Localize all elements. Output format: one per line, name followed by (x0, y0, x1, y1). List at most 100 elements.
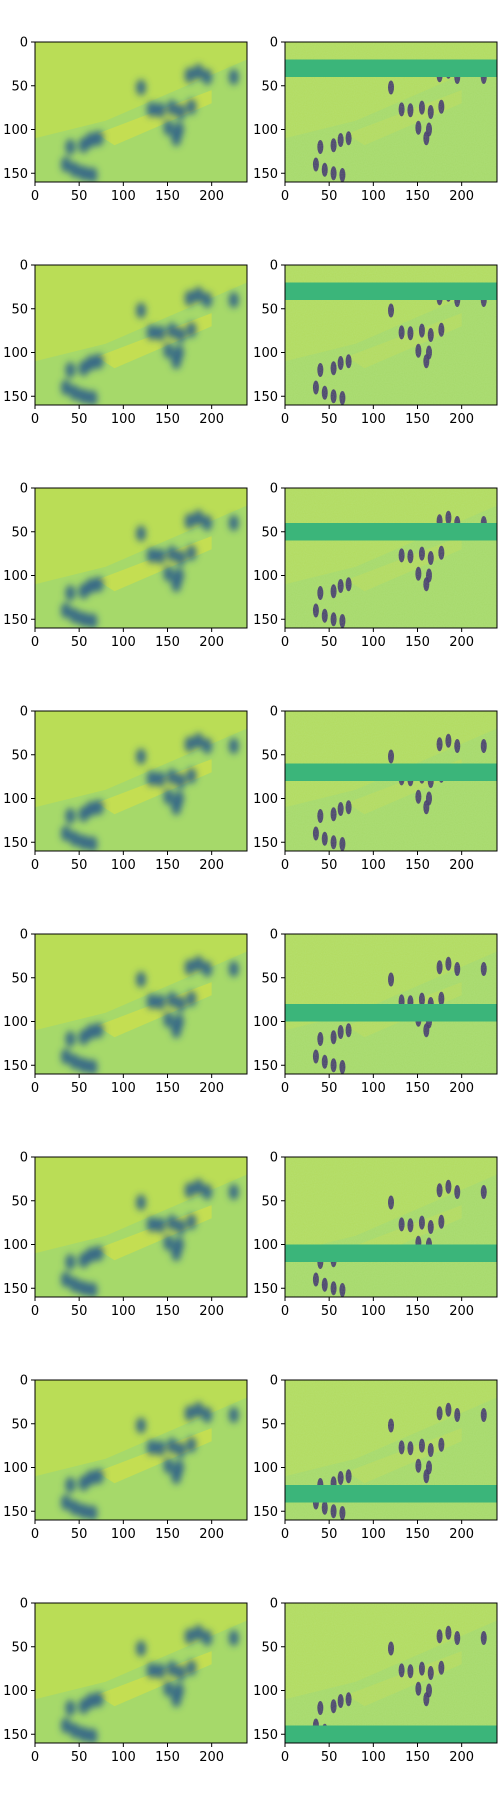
x-tick-label: 50 (71, 858, 88, 873)
heatmap-figure (228, 1630, 239, 1646)
heatmap-figure (65, 139, 76, 155)
axes-frame (284, 264, 498, 406)
heatmap-figure (171, 353, 182, 370)
heatmap-figures (60, 286, 239, 405)
heatmap-figure (65, 362, 76, 378)
axes-frame (34, 710, 248, 852)
x-tick-label: 100 (111, 1304, 136, 1319)
heatmap-figure (166, 768, 177, 785)
heatmap-figure (78, 165, 89, 182)
x-tick-label: 100 (361, 1750, 386, 1765)
x-tick-label: 100 (361, 189, 386, 204)
x-tick-label: 100 (361, 1527, 386, 1542)
heatmap-figure (93, 1691, 104, 1708)
heatmap-figure (171, 130, 182, 147)
panel-r7-c2: 0 50 100 150 200 0 50 100 150 (253, 1374, 498, 1542)
heatmap-figure (163, 788, 174, 805)
y-tick-label: 150 (253, 1505, 278, 1520)
y-tick-label: 0 (20, 928, 28, 943)
y-tick-label: 100 (253, 792, 278, 807)
x-tick-label: 0 (281, 1081, 289, 1096)
heatmap-figure (69, 1499, 80, 1516)
heatmap-image (35, 488, 247, 628)
heatmap-figure (87, 1059, 98, 1074)
y-tick-label: 50 (11, 525, 28, 540)
x-tick-label: 50 (71, 412, 88, 427)
heatmap-figure (184, 959, 195, 976)
y-tick-label: 100 (3, 569, 28, 584)
mask-band (285, 1244, 497, 1262)
y-tick-label: 100 (3, 123, 28, 138)
y-tick-label: 0 (20, 1597, 28, 1612)
y-tick-label: 150 (253, 390, 278, 405)
heatmap-figure (186, 990, 197, 1007)
y-tick-label: 100 (3, 1461, 28, 1476)
x-tick-label: 200 (449, 1304, 474, 1319)
heatmap-image (285, 711, 497, 851)
heatmap-figure (87, 613, 98, 628)
x-tick-label: 150 (405, 412, 430, 427)
x-tick-label: 150 (155, 858, 180, 873)
mask-band (285, 282, 497, 300)
y-tick-label: 50 (261, 302, 278, 317)
heatmap-image (35, 1157, 247, 1297)
heatmap-figure (186, 1659, 197, 1676)
heatmap-figure (163, 119, 174, 136)
heatmap-ridge (96, 1651, 212, 1707)
heatmap-figure (163, 342, 174, 359)
heatmap-figure (202, 738, 213, 754)
heatmap-figure (155, 994, 166, 1011)
panel-r2-c1: 0 50 100 150 200 0 50 100 150 (3, 259, 248, 427)
heatmap-figure (87, 836, 98, 851)
heatmap-figure (193, 955, 204, 972)
x-tick-label: 0 (281, 635, 289, 650)
heatmap-figure (93, 1245, 104, 1262)
x-tick-label: 0 (31, 189, 39, 204)
y-tick-label: 100 (253, 1238, 278, 1253)
heatmap-ridge (96, 536, 212, 592)
heatmap-figure (186, 544, 197, 561)
x-tick-label: 50 (71, 1527, 88, 1542)
heatmap-image (35, 42, 247, 182)
heatmap-figure (186, 1213, 197, 1230)
x-tick-label: 150 (155, 412, 180, 427)
heatmap-figure (93, 353, 104, 370)
heatmap-figure (85, 578, 96, 594)
heatmap-figure (78, 388, 89, 405)
x-tick-label: 200 (199, 1081, 224, 1096)
y-tick-label: 150 (3, 1728, 28, 1743)
heatmap-figure (85, 355, 96, 371)
heatmap-figure (202, 292, 213, 308)
heatmap-figure (87, 390, 98, 405)
heatmap-figure (175, 1665, 186, 1681)
heatmap-figure (163, 1680, 174, 1697)
heatmap-figure (193, 286, 204, 303)
y-tick-label: 100 (3, 1238, 28, 1253)
y-tick-label: 0 (270, 1151, 278, 1166)
y-tick-label: 50 (261, 748, 278, 763)
y-tick-label: 100 (253, 346, 278, 361)
panel-r1-c1: 0 50 100 150 200 0 50 100 150 (3, 36, 248, 204)
axes-frame (34, 41, 248, 183)
x-tick-label: 50 (321, 1750, 338, 1765)
heatmap-figure (136, 748, 146, 765)
heatmap-figure (193, 732, 204, 749)
x-tick-label: 150 (155, 1304, 180, 1319)
heatmap-image (35, 265, 247, 405)
y-tick-label: 50 (261, 1194, 278, 1209)
heatmap-figure (69, 384, 80, 401)
heatmap-figure (175, 773, 186, 789)
heatmap-figure (175, 327, 186, 343)
heatmap-figure (228, 515, 239, 531)
y-tick-label: 50 (11, 1194, 28, 1209)
y-tick-label: 100 (253, 1015, 278, 1030)
heatmap-figure (155, 771, 166, 788)
axes-frame (34, 487, 248, 629)
y-tick-label: 150 (253, 167, 278, 182)
y-tick-label: 150 (3, 613, 28, 628)
axes-frame (284, 1156, 498, 1298)
y-tick-label: 100 (253, 1684, 278, 1699)
heatmap-image (285, 1603, 497, 1743)
y-tick-label: 0 (20, 1374, 28, 1389)
x-tick-label: 100 (111, 1527, 136, 1542)
